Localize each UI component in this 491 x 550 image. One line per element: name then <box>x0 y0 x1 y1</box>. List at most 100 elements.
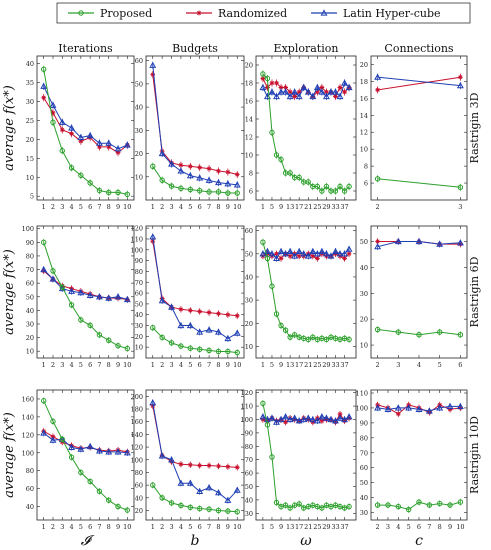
data-point <box>86 131 94 139</box>
data-point <box>95 293 103 300</box>
x-tick-label: 33 <box>331 361 339 369</box>
x-tick-label: 37 <box>340 203 348 211</box>
data-point <box>225 169 231 175</box>
data-point <box>206 166 212 172</box>
x-tick-label: 1 <box>42 523 46 531</box>
data-point <box>296 174 302 181</box>
y-tick-label: 60 <box>26 280 34 288</box>
data-point <box>177 321 185 329</box>
data-point <box>215 507 222 514</box>
data-point <box>115 189 121 196</box>
series-line <box>152 166 238 194</box>
y-tick-label: 10 <box>245 152 253 160</box>
data-point <box>40 239 47 246</box>
data-point <box>319 418 325 424</box>
data-point <box>78 317 84 323</box>
data-point <box>96 488 103 495</box>
data-point <box>49 275 57 282</box>
x-tick-label: 10 <box>123 203 131 211</box>
data-point <box>327 252 335 259</box>
y-tick-label: 100 <box>22 225 34 233</box>
series-line <box>43 97 128 154</box>
y-tick-label: 20 <box>135 333 143 341</box>
data-point <box>158 297 166 304</box>
data-point <box>314 89 320 95</box>
data-point <box>86 291 94 298</box>
y-tick-label: 12 <box>360 129 368 137</box>
data-point <box>374 502 381 508</box>
data-point <box>59 148 65 154</box>
data-point <box>314 183 321 190</box>
x-tick-label: 5 <box>188 203 192 211</box>
data-point <box>168 160 175 167</box>
data-point <box>295 92 303 100</box>
data-point <box>291 252 299 259</box>
x-tick-label: 10 <box>233 203 241 211</box>
data-point <box>341 188 348 194</box>
x-tick-label: 2 <box>51 203 55 211</box>
data-point <box>405 404 413 411</box>
data-point <box>313 250 321 257</box>
data-point <box>106 189 112 196</box>
y-tick-label: 35 <box>26 79 34 87</box>
data-point <box>216 463 221 469</box>
data-point <box>322 250 330 257</box>
x-tick-label: 5 <box>188 523 192 531</box>
y-tick-label: 25 <box>26 117 34 125</box>
data-point <box>206 506 212 512</box>
x-tick-label: 7 <box>207 203 211 211</box>
data-point <box>206 310 212 315</box>
series-line <box>377 178 461 188</box>
data-point <box>178 162 184 168</box>
y-tick-label: 100 <box>356 404 368 412</box>
x-tick-label: 3 <box>60 523 64 531</box>
panel-r3-c1: 40 60 80 100 120 140 160 1 2 3 4 5 6 7 8 9 10 <box>22 389 135 531</box>
data-point <box>150 482 156 488</box>
y-tick-label: 110 <box>131 235 143 243</box>
y-tick-label: 160 <box>22 395 34 403</box>
data-point <box>59 436 65 443</box>
data-point <box>278 85 284 90</box>
data-point <box>178 306 184 312</box>
data-point <box>269 454 275 460</box>
data-point <box>273 311 280 317</box>
y-tick-label: 40 <box>360 494 368 502</box>
data-point <box>304 88 312 95</box>
x-tick-label: 13 <box>286 523 294 531</box>
y-tick-label: 14 <box>360 112 368 120</box>
row-title-2: Rastrigin 6D <box>468 256 481 327</box>
x-tick-label: 21 <box>304 203 312 211</box>
data-point <box>295 417 303 424</box>
x-tick-label: 29 <box>322 523 330 531</box>
data-point <box>282 88 290 95</box>
x-tick-label: 5 <box>270 523 274 531</box>
data-point <box>40 66 47 72</box>
data-point <box>395 329 402 335</box>
series-line <box>43 242 128 349</box>
y-tick-label: 10 <box>360 342 368 350</box>
data-point <box>205 176 213 183</box>
data-point <box>291 414 299 421</box>
data-point <box>274 80 279 86</box>
x-tick-label: 7 <box>207 361 211 369</box>
series-line <box>152 484 238 513</box>
data-point <box>49 436 57 443</box>
x-tick-label: 9 <box>226 523 230 531</box>
data-point <box>319 85 325 90</box>
column-title-2: Budgets <box>172 42 218 55</box>
data-point <box>260 76 266 81</box>
data-point <box>197 165 203 170</box>
data-point <box>327 415 335 423</box>
y-tick-label: 60 <box>360 464 368 472</box>
data-point <box>416 332 422 338</box>
data-point <box>95 447 103 454</box>
data-point <box>405 506 412 513</box>
data-point <box>215 348 222 355</box>
y-tick-label: 30 <box>360 290 368 298</box>
data-point <box>346 251 352 257</box>
data-point <box>105 448 113 455</box>
data-point <box>332 88 339 95</box>
data-point <box>215 189 222 195</box>
series-proposed <box>374 498 464 513</box>
y-tick-label: 6 <box>364 180 368 188</box>
